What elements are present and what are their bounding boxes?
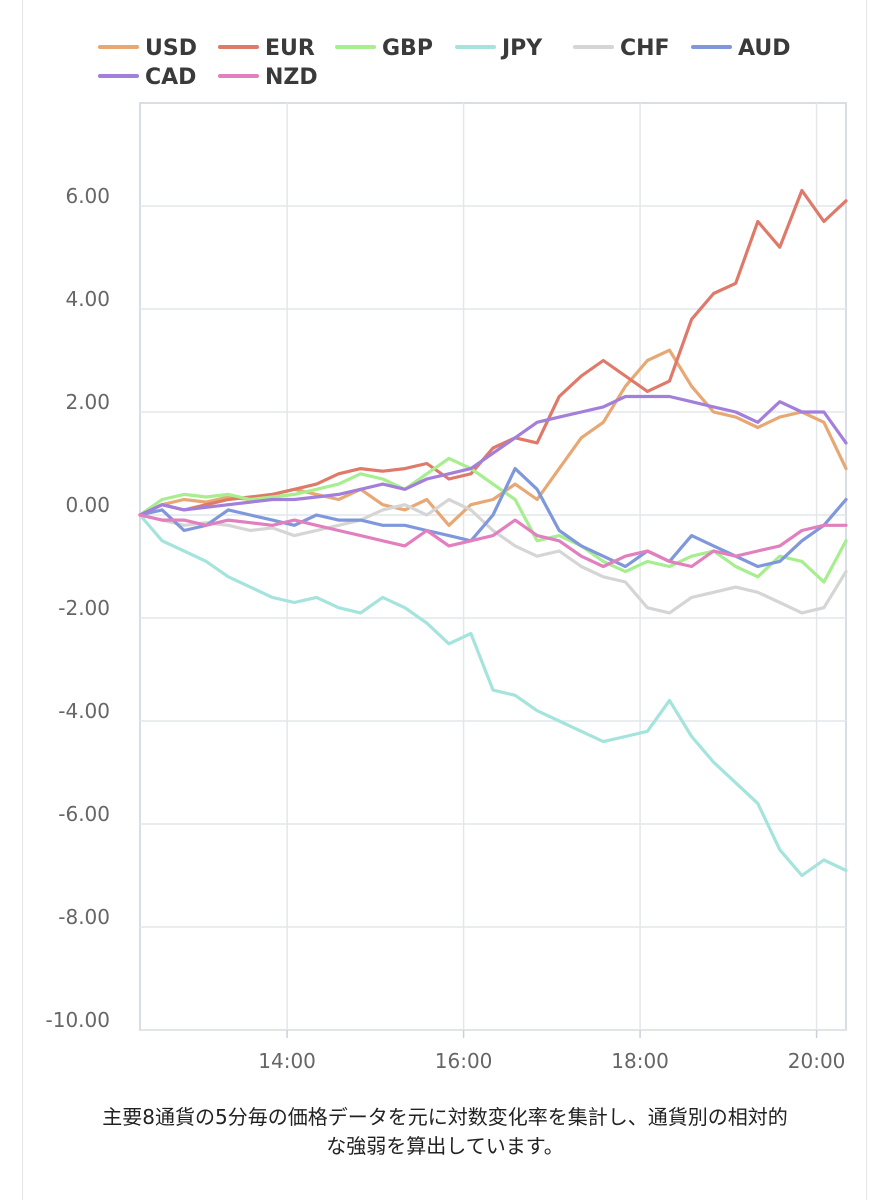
y-tick-label: 6.00 [65,184,110,208]
plot-border [139,102,847,1031]
x-tick-label: 18:00 [611,1049,669,1073]
legend-label: USD [145,36,197,61]
legend-label: CAD [145,65,196,90]
currency-strength-chart: 6.00 4.00 2.00 0.00 -2.00 -4.00 -6.00 -8.00 -10.… [46,36,848,1073]
series-line-gbp [138,456,848,584]
y-tick-label: 0.00 [65,493,110,517]
grid [139,102,847,1038]
legend-item-cad[interactable]: CAD [98,65,196,90]
series-line-aud [138,467,848,569]
page-border-right [866,0,867,1200]
legend-item-nzd[interactable]: NZD [218,65,318,90]
y-tick-label: -4.00 [58,699,110,723]
series-line-eur [138,188,848,517]
legend-label: JPY [500,36,543,61]
legend-label: GBP [382,36,433,61]
legend-item-chf[interactable]: CHF [573,36,670,61]
caption-line-1: 主要8通貨の5分毎の価格データを元に対数変化率を集計し、通貨別の相対的 [102,1105,788,1129]
series-lines [138,188,848,878]
y-tick-label: 4.00 [65,287,110,311]
legend-label: NZD [265,65,318,90]
x-tick-label: 16:00 [435,1049,493,1073]
series-line-jpy [138,513,848,878]
series-line-nzd [138,513,848,569]
legend-item-gbp[interactable]: GBP [335,36,433,61]
legend-item-jpy[interactable]: JPY [455,36,543,61]
caption-line-2: な強弱を算出しています。 [326,1134,564,1158]
page-border-left [22,0,23,1200]
legend-label: CHF [620,36,670,61]
y-tick-label: -2.00 [58,596,110,620]
legend-item-eur[interactable]: EUR [218,36,315,61]
legend-item-aud[interactable]: AUD [691,36,790,61]
y-tick-label: -10.00 [46,1008,110,1032]
x-axis-ticks: 14:00 16:00 18:00 20:00 [258,1049,845,1073]
y-axis-ticks: 6.00 4.00 2.00 0.00 -2.00 -4.00 -6.00 -8.00 -10.… [46,184,110,1032]
legend-label: EUR [265,36,315,61]
x-tick-label: 20:00 [788,1049,846,1073]
y-tick-label: -8.00 [58,905,110,929]
x-tick-label: 14:00 [258,1049,316,1073]
series-line-cad [138,394,848,517]
chart-caption: 主要8通貨の5分毎の価格データを元に対数変化率を集計し、通貨別の相対的 な強弱を… [40,1103,850,1161]
legend-item-usd[interactable]: USD [98,36,197,61]
y-tick-label: -6.00 [58,802,110,826]
y-tick-label: 2.00 [65,390,110,414]
legend[interactable]: USD EUR GBP JPY CHF AUD CAD NZD [98,36,790,90]
series-line-chf [138,497,848,615]
legend-label: AUD [738,36,790,61]
